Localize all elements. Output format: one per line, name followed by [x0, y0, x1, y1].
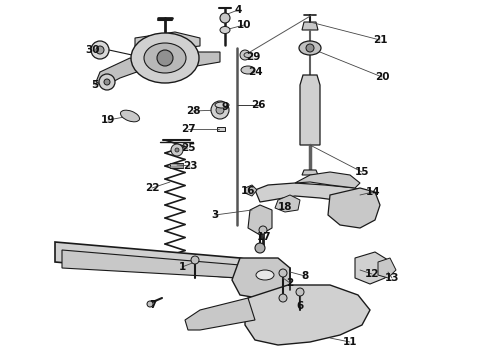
- Circle shape: [296, 288, 304, 296]
- Ellipse shape: [299, 41, 321, 55]
- Text: 22: 22: [145, 183, 159, 193]
- Text: 24: 24: [247, 67, 262, 77]
- Ellipse shape: [144, 43, 186, 73]
- Ellipse shape: [220, 27, 230, 33]
- Text: 13: 13: [385, 273, 399, 283]
- Text: 26: 26: [251, 100, 265, 110]
- Circle shape: [157, 50, 173, 66]
- Text: 15: 15: [355, 167, 369, 177]
- Polygon shape: [170, 163, 183, 168]
- Text: 25: 25: [181, 143, 195, 153]
- Text: 18: 18: [278, 202, 292, 212]
- Text: 10: 10: [237, 20, 251, 30]
- Ellipse shape: [121, 110, 140, 122]
- Polygon shape: [175, 52, 220, 68]
- Circle shape: [99, 74, 115, 90]
- Circle shape: [279, 269, 287, 277]
- Text: 2: 2: [286, 278, 294, 288]
- Text: 19: 19: [101, 115, 115, 125]
- Polygon shape: [302, 170, 318, 175]
- Polygon shape: [300, 75, 320, 145]
- Text: 1: 1: [178, 262, 186, 272]
- Circle shape: [191, 256, 199, 264]
- Polygon shape: [62, 250, 245, 278]
- Polygon shape: [248, 205, 272, 235]
- Circle shape: [255, 243, 265, 253]
- Polygon shape: [378, 258, 396, 278]
- Polygon shape: [275, 195, 300, 212]
- Text: 16: 16: [241, 186, 255, 196]
- Polygon shape: [96, 58, 148, 86]
- Text: 23: 23: [183, 161, 197, 171]
- Polygon shape: [217, 127, 225, 131]
- Text: 17: 17: [257, 232, 271, 242]
- Polygon shape: [245, 185, 257, 196]
- Polygon shape: [302, 22, 318, 30]
- Circle shape: [211, 101, 229, 119]
- Text: 4: 4: [234, 5, 242, 15]
- Text: 3: 3: [211, 210, 219, 220]
- Text: 28: 28: [186, 106, 200, 116]
- Text: 20: 20: [375, 72, 389, 82]
- Circle shape: [147, 301, 153, 307]
- Polygon shape: [185, 298, 255, 330]
- Text: 9: 9: [221, 102, 228, 112]
- Ellipse shape: [131, 33, 199, 83]
- Text: 6: 6: [296, 301, 304, 311]
- Polygon shape: [355, 252, 388, 284]
- Circle shape: [104, 79, 110, 85]
- Circle shape: [220, 13, 230, 23]
- Polygon shape: [245, 285, 370, 345]
- Polygon shape: [328, 188, 380, 228]
- Text: 14: 14: [366, 187, 380, 197]
- Text: 30: 30: [86, 45, 100, 55]
- Polygon shape: [135, 32, 200, 50]
- Circle shape: [216, 106, 224, 114]
- Circle shape: [279, 294, 287, 302]
- Ellipse shape: [244, 53, 252, 58]
- Circle shape: [91, 41, 109, 59]
- Circle shape: [175, 148, 179, 152]
- Text: 21: 21: [373, 35, 387, 45]
- Circle shape: [96, 46, 104, 54]
- Text: 27: 27: [181, 124, 196, 134]
- Circle shape: [259, 226, 267, 234]
- Text: 11: 11: [343, 337, 357, 347]
- Ellipse shape: [256, 270, 274, 280]
- Polygon shape: [232, 258, 290, 300]
- Polygon shape: [255, 183, 372, 205]
- Circle shape: [240, 50, 250, 60]
- Ellipse shape: [215, 102, 229, 108]
- Circle shape: [306, 44, 314, 52]
- Polygon shape: [55, 242, 278, 285]
- Polygon shape: [295, 172, 360, 188]
- Text: 29: 29: [246, 52, 260, 62]
- Text: 5: 5: [91, 80, 98, 90]
- Text: 8: 8: [301, 271, 309, 281]
- Text: 7: 7: [149, 300, 157, 310]
- Circle shape: [171, 144, 183, 156]
- Text: 12: 12: [365, 269, 379, 279]
- Ellipse shape: [241, 66, 255, 74]
